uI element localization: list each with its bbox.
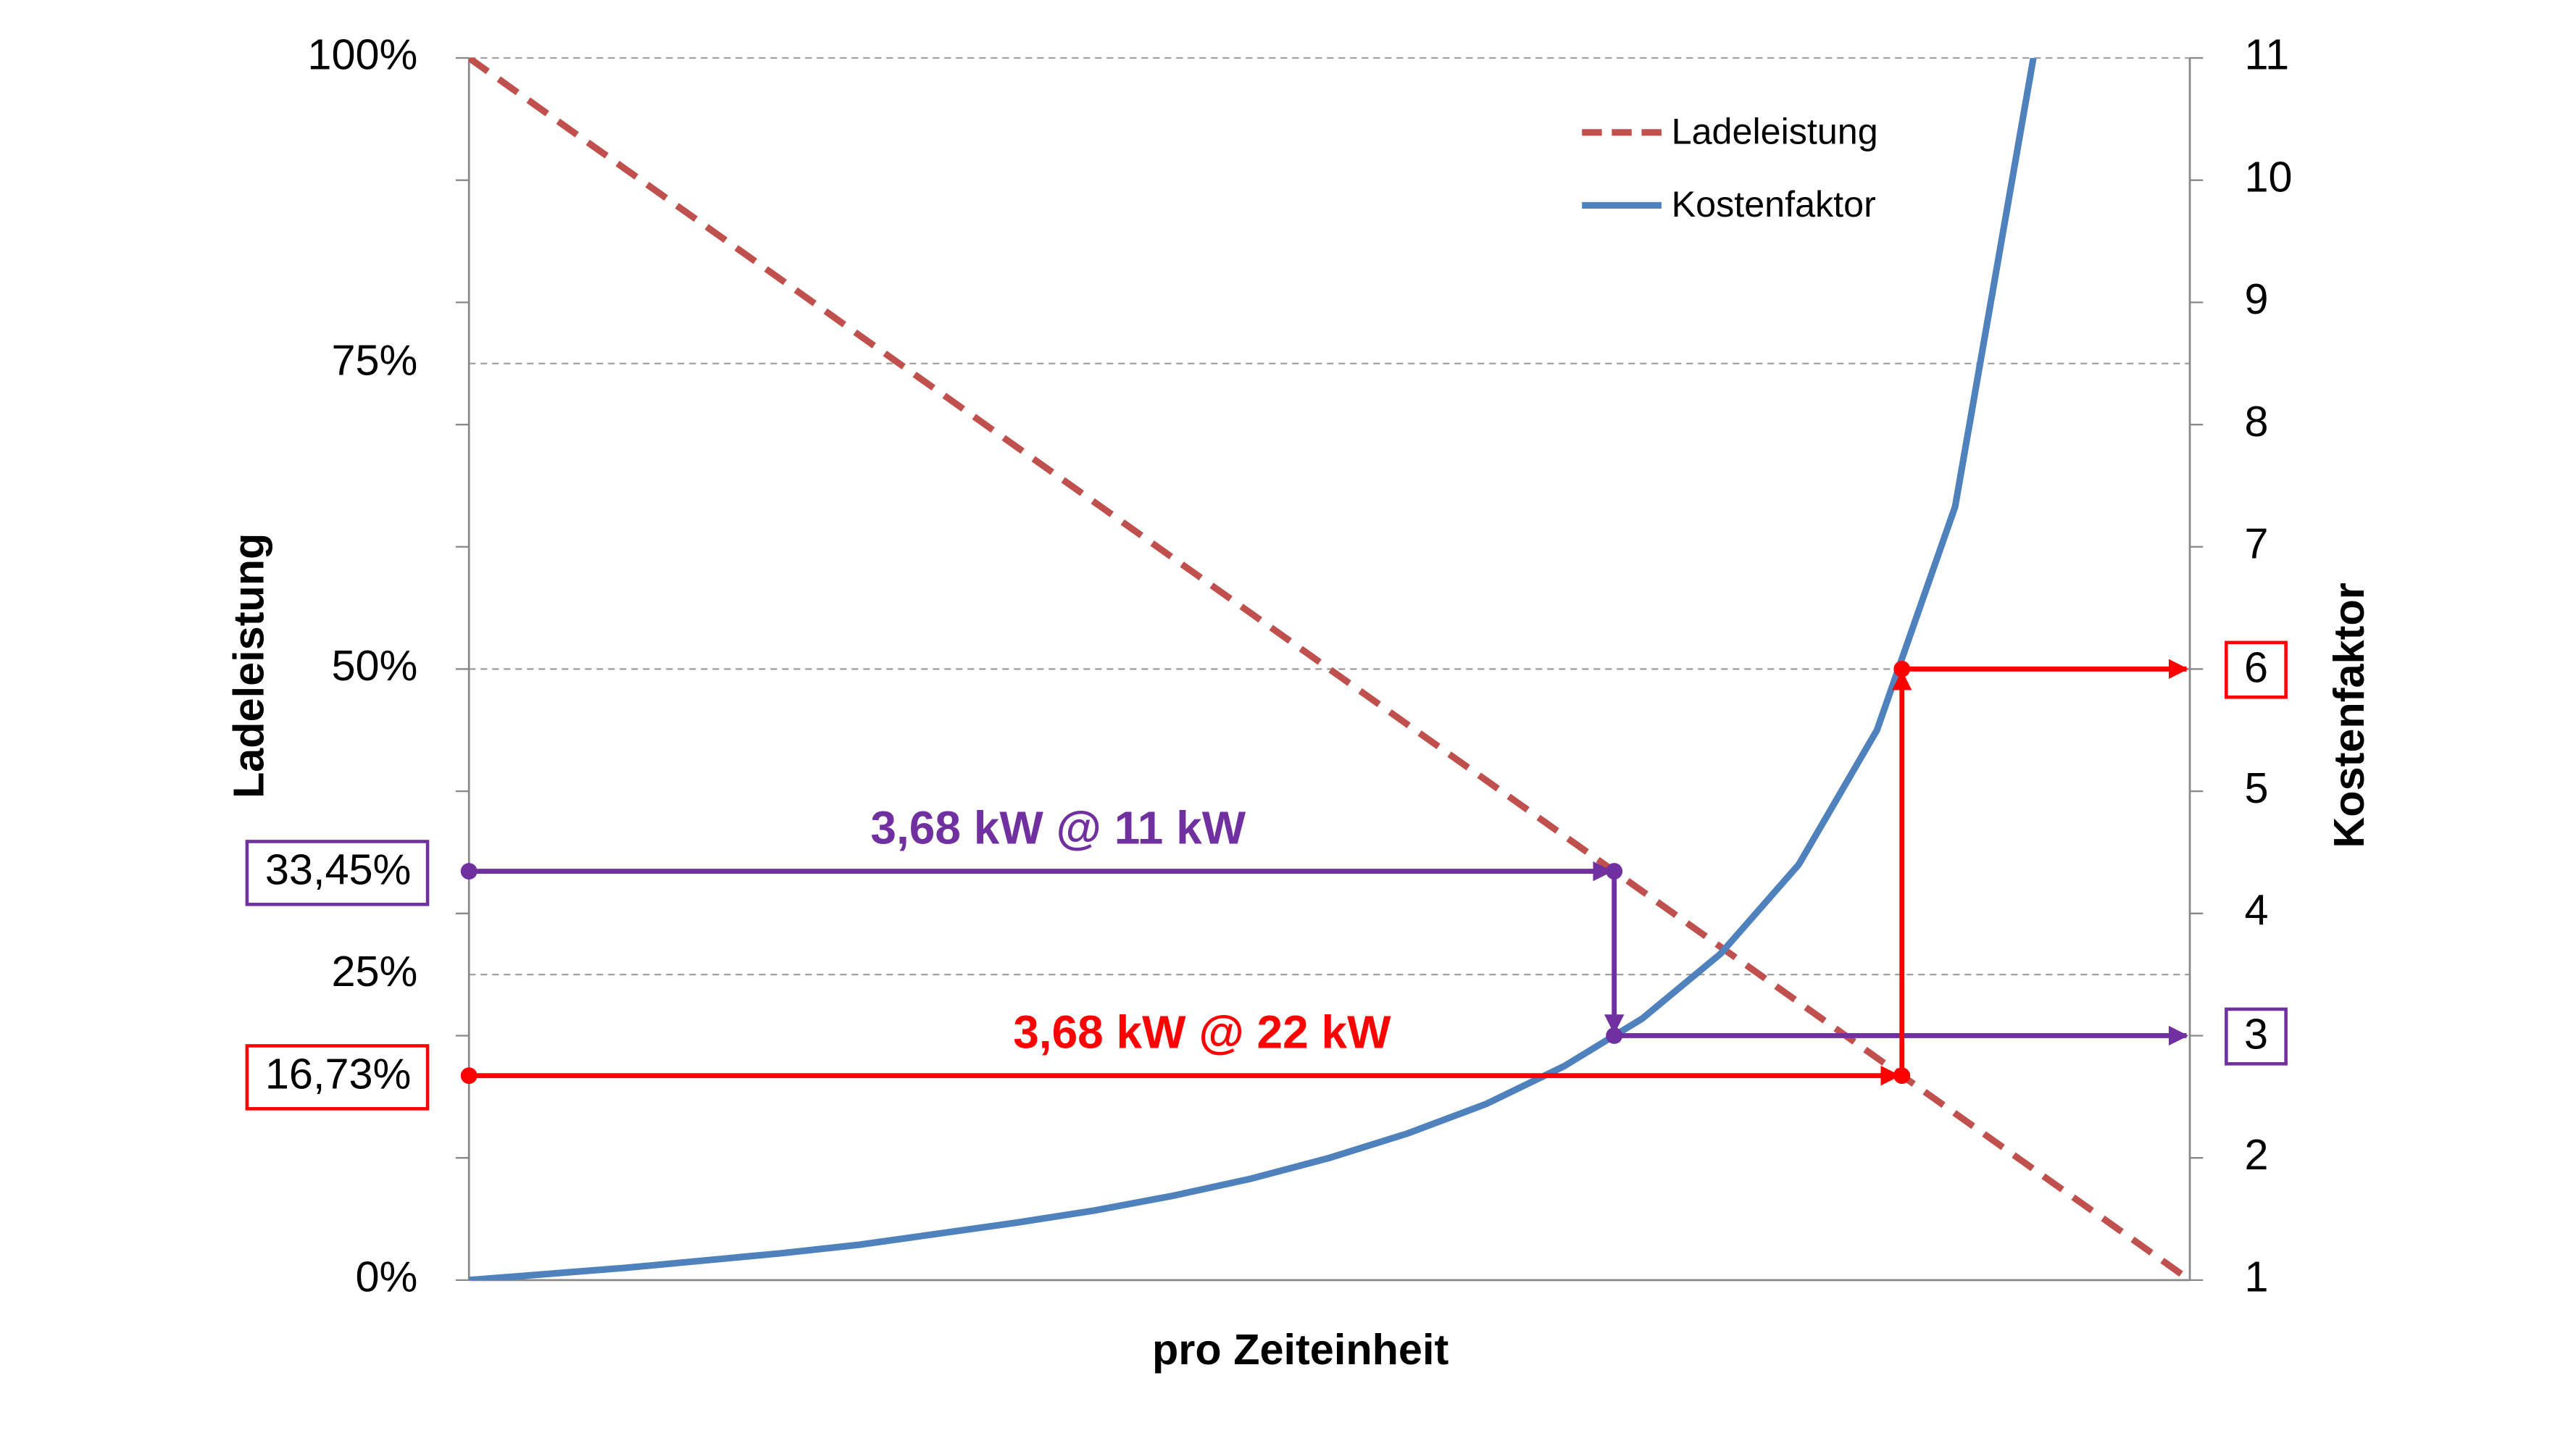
- annotation-text: 3,68 kW @ 11 kW: [870, 802, 1246, 854]
- legend-label: Ladeleistung: [1672, 110, 1878, 151]
- y2-tick-label: 7: [2245, 519, 2269, 567]
- y2-tick-label: 4: [2245, 886, 2269, 935]
- annotation-level-label: 16,73%: [265, 1050, 411, 1098]
- annotation-box: [2225, 640, 2288, 699]
- annotation-level-label: 33,45%: [265, 845, 411, 894]
- y2-tick-label: 11: [2245, 30, 2290, 79]
- annotation-dot: [1893, 661, 1911, 677]
- y2-tick-label: 9: [2245, 275, 2269, 323]
- y2-tick-label: 10: [2245, 152, 2293, 201]
- annotation-factor-label: 3: [2244, 1009, 2268, 1058]
- y2-axis-title: Kostenfaktor: [2325, 582, 2373, 848]
- y2-tick-label: 1: [2245, 1253, 2269, 1301]
- y2-tick-label: 8: [2245, 397, 2269, 446]
- annotation-box: [245, 1044, 430, 1111]
- y2-tick-label: 2: [2245, 1130, 2269, 1179]
- y2-tick-label: 5: [2245, 764, 2269, 812]
- annotation-text: 3,68 kW @ 22 kW: [1013, 1006, 1391, 1058]
- annotation-dot: [1606, 1027, 1623, 1044]
- y-tick-label: 0%: [355, 1253, 417, 1301]
- y-tick-label: 100%: [307, 30, 417, 79]
- y-tick-label: 75%: [331, 335, 417, 384]
- annotation-dot: [460, 1067, 478, 1085]
- legend-label: Kostenfaktor: [1672, 183, 1876, 225]
- y-axis-title: Ladeleistung: [224, 533, 272, 798]
- annotation-dot: [1606, 863, 1623, 880]
- annotation-dot: [1893, 1067, 1911, 1085]
- x-axis-title: pro Zeiteinheit: [1152, 1325, 1449, 1374]
- series-line: [469, 58, 2037, 1280]
- annotation-dot: [460, 863, 478, 880]
- annotation-box: [245, 840, 430, 906]
- annotation-factor-label: 6: [2244, 643, 2268, 691]
- annotation-box: [2225, 1007, 2288, 1066]
- y-tick-label: 25%: [331, 947, 417, 995]
- y-tick-label: 50%: [331, 641, 417, 690]
